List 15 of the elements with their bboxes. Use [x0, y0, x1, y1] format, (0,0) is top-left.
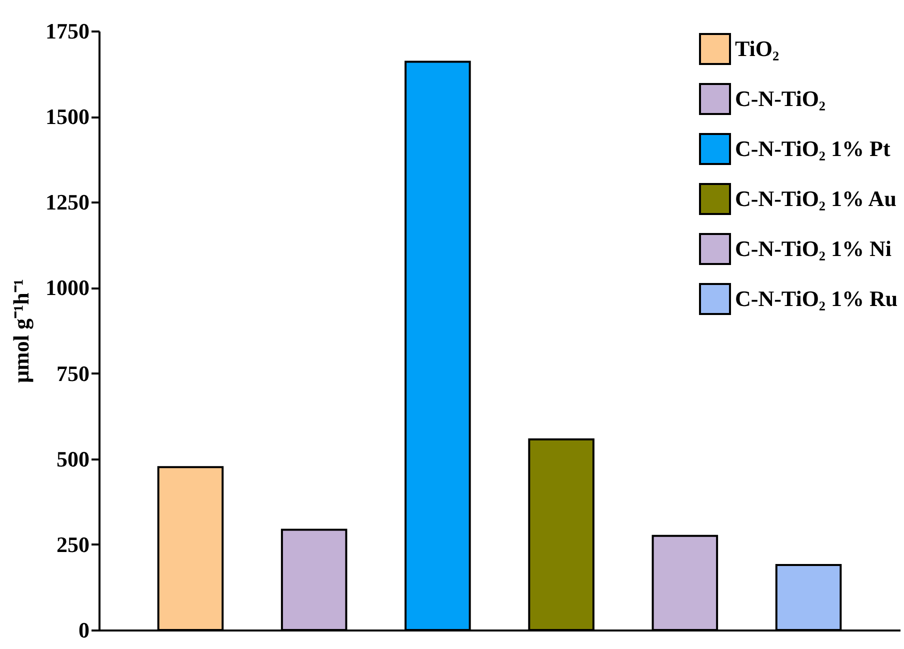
y-tick-label: 500	[56, 446, 90, 472]
y-tick-label: 1500	[46, 104, 90, 130]
y-tick-label: 1250	[46, 190, 90, 215]
legend-label: C-N-TiO₂ 1% Ru	[735, 286, 898, 311]
legend-label: TiO₂	[735, 36, 780, 61]
y-axis-title: μmol g⁻¹h⁻¹	[8, 279, 34, 383]
y-tick-label: 250	[56, 532, 90, 557]
y-tick-label: 750	[56, 360, 90, 386]
legend-label: C-N-TiO₂ 1% Au	[735, 186, 896, 211]
legend-label: C-N-TiO₂ 1% Ni	[735, 236, 892, 261]
y-tick-label: 1750	[46, 18, 90, 44]
legend-label: C-N-TiO₂ 1% Pt	[735, 136, 891, 161]
y-tick-label: 1000	[46, 275, 90, 300]
y-tick-label: 0	[78, 618, 90, 642]
legend-label: C-N-TiO₂	[735, 86, 826, 111]
